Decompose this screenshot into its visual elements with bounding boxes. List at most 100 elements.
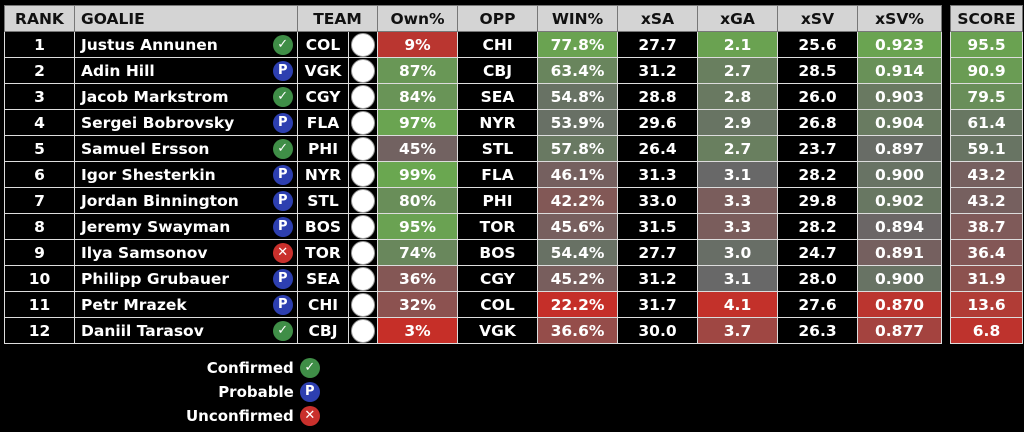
score-cell: 31.9 — [950, 265, 1023, 292]
table-row: 7 Jordan Binnington P STL 80% PHI 42.2% 33.0 3.3… — [4, 187, 942, 214]
xga-cell: 2.7 — [697, 135, 778, 162]
status-cell: P — [268, 57, 298, 84]
xsvp-cell: 0.923 — [857, 31, 942, 58]
xsa-cell: 33.0 — [617, 187, 698, 214]
status-cell: P — [268, 291, 298, 318]
team-abbr: COL — [297, 31, 349, 58]
status-cell: P — [268, 109, 298, 136]
legend-confirmed: Confirmed ✓ — [186, 356, 320, 380]
win-cell: 42.2% — [537, 187, 618, 214]
score-cell: 95.5 — [950, 31, 1023, 58]
table-row: 1 Justus Annunen ✓ COL 9% CHI 77.8% 27.7 2.1 25.6… — [4, 31, 942, 58]
score-row: 61.4 — [950, 109, 1023, 136]
team-logo-cell — [348, 239, 378, 266]
table-row: 5 Samuel Ersson ✓ PHI 45% STL 57.8% 26.4 2.7 23.7… — [4, 135, 942, 162]
check-icon: ✓ — [299, 358, 320, 378]
probable-icon: P — [272, 294, 293, 315]
xga-cell: 2.7 — [697, 57, 778, 84]
opp-cell: COL — [457, 291, 538, 318]
goalie-name: Ilya Samsonov — [74, 239, 269, 266]
win-cell: 36.6% — [537, 317, 618, 344]
xsvp-cell: 0.877 — [857, 317, 942, 344]
team-logo-cell — [348, 161, 378, 188]
goalie-name: Igor Shesterkin — [74, 161, 269, 188]
xsa-cell: 27.7 — [617, 31, 698, 58]
goalie-name: Jeremy Swayman — [74, 213, 269, 240]
goalie-name: Jacob Markstrom — [74, 83, 269, 110]
win-cell: 57.8% — [537, 135, 618, 162]
team-logo-cell — [348, 109, 378, 136]
win-cell: 46.1% — [537, 161, 618, 188]
score-cell: 6.8 — [950, 317, 1023, 344]
table-row: 4 Sergei Bobrovsky P FLA 97% NYR 53.9% 29.6 2.9 2… — [4, 109, 942, 136]
team-logo-icon — [351, 292, 375, 317]
xsv-cell: 26.8 — [777, 109, 858, 136]
probable-icon: P — [272, 216, 293, 237]
team-abbr: PHI — [297, 135, 349, 162]
opp-cell: BOS — [457, 239, 538, 266]
win-cell: 77.8% — [537, 31, 618, 58]
legend-probable: Probable P — [186, 380, 320, 404]
table-row: 10 Philipp Grubauer P SEA 36% CGY 45.2% 31.2 3.1… — [4, 265, 942, 292]
team-logo-icon — [351, 162, 375, 187]
own-cell: 97% — [377, 109, 458, 136]
rank-cell: 12 — [4, 317, 75, 344]
score-cell: 59.1 — [950, 135, 1023, 162]
rank-cell: 11 — [4, 291, 75, 318]
team-logo-cell — [348, 187, 378, 214]
opp-cell: FLA — [457, 161, 538, 188]
xga-cell: 2.8 — [697, 83, 778, 110]
own-cell: 99% — [377, 161, 458, 188]
probable-icon: P — [272, 190, 293, 211]
xsa-cell: 31.2 — [617, 265, 698, 292]
win-cell: 63.4% — [537, 57, 618, 84]
table-row: 3 Jacob Markstrom ✓ CGY 84% SEA 54.8% 28.8 2.8 26… — [4, 83, 942, 110]
check-icon: ✓ — [272, 86, 293, 107]
check-icon: ✓ — [272, 34, 293, 55]
xsvp-cell: 0.914 — [857, 57, 942, 84]
opp-cell: SEA — [457, 83, 538, 110]
goalie-name: Samuel Ersson — [74, 135, 269, 162]
legend-probable-label: Probable — [218, 383, 294, 401]
goalie-name: Daniil Tarasov — [74, 317, 269, 344]
xsa-cell: 31.3 — [617, 161, 698, 188]
goalie-name: Philipp Grubauer — [74, 265, 269, 292]
xga-cell: 4.1 — [697, 291, 778, 318]
xsv-cell: 24.7 — [777, 239, 858, 266]
own-cell: 84% — [377, 83, 458, 110]
xga-cell: 2.1 — [697, 31, 778, 58]
opp-cell: CBJ — [457, 57, 538, 84]
team-logo-icon — [351, 110, 375, 135]
team-logo-cell — [348, 265, 378, 292]
status-cell: ✓ — [268, 317, 298, 344]
xsvp-cell: 0.891 — [857, 239, 942, 266]
header-team: TEAM — [297, 5, 378, 32]
header-xsa: xSA — [617, 5, 698, 32]
rank-cell: 2 — [4, 57, 75, 84]
xsv-cell: 28.0 — [777, 265, 858, 292]
table-row: 12 Daniil Tarasov ✓ CBJ 3% VGK 36.6% 30.0 3.7 26.… — [4, 317, 942, 344]
status-cell: P — [268, 161, 298, 188]
status-cell: ✓ — [268, 83, 298, 110]
xga-cell: 3.1 — [697, 161, 778, 188]
team-logo-icon — [351, 32, 375, 57]
table-row: 11 Petr Mrazek P CHI 32% COL 22.2% 31.7 4.1 27.6 0… — [4, 291, 942, 318]
xsv-cell: 23.7 — [777, 135, 858, 162]
rank-cell: 10 — [4, 265, 75, 292]
goalie-rankings-table: RANK GOALIE TEAM Own% OPP WIN% xSA xGA x… — [4, 5, 942, 344]
opp-cell: CHI — [457, 31, 538, 58]
header-opp: OPP — [457, 5, 538, 32]
opp-cell: STL — [457, 135, 538, 162]
opp-cell: CGY — [457, 265, 538, 292]
team-logo-icon — [351, 318, 375, 343]
score-cell: 90.9 — [950, 57, 1023, 84]
xga-cell: 3.3 — [697, 213, 778, 240]
header-score: SCORE — [950, 5, 1023, 32]
own-cell: 32% — [377, 291, 458, 318]
x-icon: ✕ — [272, 242, 293, 263]
team-logo-icon — [351, 136, 375, 161]
xga-cell: 3.3 — [697, 187, 778, 214]
xsa-cell: 26.4 — [617, 135, 698, 162]
team-abbr: CGY — [297, 83, 349, 110]
rank-cell: 3 — [4, 83, 75, 110]
